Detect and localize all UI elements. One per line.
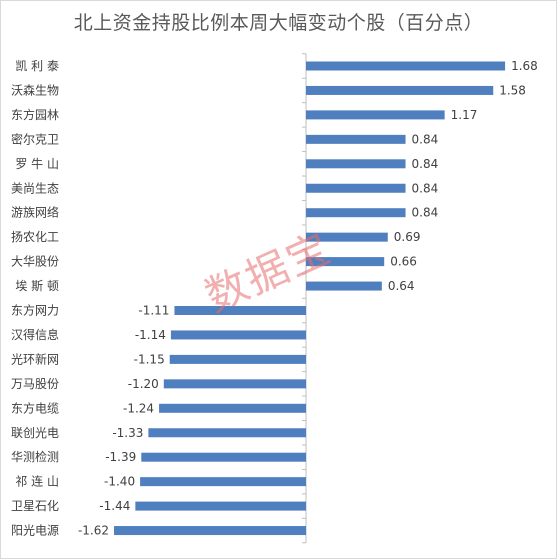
bar xyxy=(306,232,388,242)
bar xyxy=(306,85,494,95)
bar xyxy=(306,61,506,71)
data-label: 0.64 xyxy=(388,279,415,293)
bar xyxy=(306,257,385,267)
data-label: 0.69 xyxy=(394,230,421,244)
category-label: 光环新网 xyxy=(11,351,59,366)
data-label: -1.15 xyxy=(134,352,165,366)
category-label: 卫星石化 xyxy=(11,499,59,513)
data-label: -1.11 xyxy=(138,304,169,318)
category-label: 华测检测 xyxy=(11,449,59,464)
category-label: 凯 利 泰 xyxy=(15,59,59,73)
data-label: 1.58 xyxy=(499,83,526,97)
category-label: 罗 牛 山 xyxy=(15,156,59,171)
bar xyxy=(170,330,306,340)
category-label: 美尚生态 xyxy=(11,181,59,195)
bar xyxy=(306,281,382,291)
data-label: -1.44 xyxy=(99,499,130,513)
bar xyxy=(135,501,306,511)
data-label: 0.84 xyxy=(412,132,439,146)
bar xyxy=(306,208,406,218)
bar xyxy=(141,452,306,462)
data-label: 0.66 xyxy=(390,255,417,269)
category-label: 祁 连 山 xyxy=(15,474,59,489)
data-label: -1.40 xyxy=(104,475,135,489)
category-label: 万马股份 xyxy=(11,377,59,391)
data-label: 0.84 xyxy=(412,181,439,195)
category-label: 汉得信息 xyxy=(11,327,59,342)
bar xyxy=(174,306,306,315)
category-label: 大华股份 xyxy=(11,255,59,269)
bar xyxy=(163,379,306,389)
category-label: 密尔克卫 xyxy=(11,131,59,146)
data-label: 0.84 xyxy=(412,206,439,220)
data-label: 0.84 xyxy=(412,157,439,171)
chart-title: 北上资金持股比例本周大幅变动个股（百分点） xyxy=(73,12,484,34)
bar xyxy=(140,477,306,487)
bar xyxy=(306,183,406,193)
data-label: 1.17 xyxy=(451,108,478,122)
category-label: 游族网络 xyxy=(11,205,59,220)
bar xyxy=(306,110,445,120)
data-label: -1.24 xyxy=(123,401,154,415)
category-label: 联创光电 xyxy=(11,426,59,440)
bar xyxy=(306,159,406,169)
bar xyxy=(148,428,306,438)
category-label: 扬农化工 xyxy=(11,229,59,244)
data-label: -1.39 xyxy=(105,450,136,464)
category-label: 沃森生物 xyxy=(11,82,59,97)
bar xyxy=(306,134,406,144)
category-label: 东方园林 xyxy=(11,107,59,122)
bar xyxy=(114,526,306,536)
data-label: 1.68 xyxy=(511,59,538,73)
bar xyxy=(169,354,306,364)
bar xyxy=(159,403,306,413)
data-label: -1.14 xyxy=(135,328,166,342)
category-label: 东方网力 xyxy=(11,303,59,318)
data-label: -1.20 xyxy=(128,377,159,391)
data-label: -1.62 xyxy=(78,524,109,538)
category-label: 阳光电源 xyxy=(11,524,59,538)
data-label: -1.33 xyxy=(112,426,143,440)
category-label: 东方电缆 xyxy=(11,400,59,415)
category-label: 埃 斯 顿 xyxy=(15,279,59,293)
